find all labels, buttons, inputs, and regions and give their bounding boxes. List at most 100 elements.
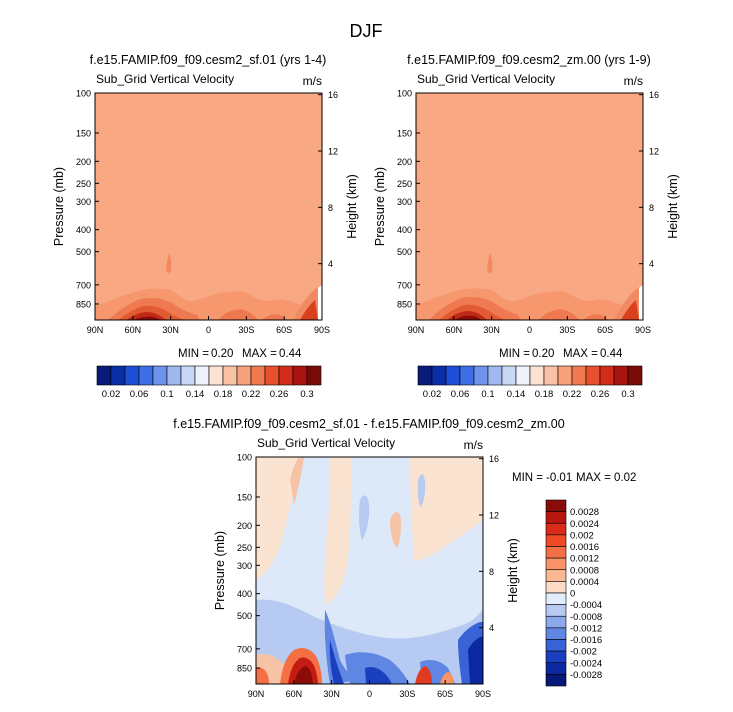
colorbar-swatch <box>264 365 280 386</box>
pressure-tick-label: 500 <box>237 611 252 621</box>
x-tick-label: 30S <box>238 325 254 335</box>
colorbar-label: 0.18 <box>535 389 554 400</box>
x-tick-label: 30S <box>559 325 575 335</box>
height-tick-label: 8 <box>328 203 333 213</box>
field-background <box>95 93 322 320</box>
figure-title: DJF <box>350 21 383 41</box>
pressure-tick-label: 100 <box>237 453 252 463</box>
colorbar-swatch <box>208 365 224 386</box>
panel-3-min-value: -0.01 <box>546 472 572 484</box>
colorbar-swatch <box>627 365 643 386</box>
field-layer-4 <box>290 458 304 505</box>
colorbar-swatch <box>96 365 112 386</box>
pressure-tick-label: 100 <box>397 89 412 99</box>
x-tick-label: 30N <box>323 689 340 699</box>
pressure-tick-label: 200 <box>76 157 91 167</box>
colorbar-label: 0 <box>570 589 575 600</box>
colorbar-swatch <box>278 365 294 386</box>
colorbar-swatch <box>236 365 252 386</box>
panel-3-variable: Sub_Grid Vertical Velocity <box>257 436 395 450</box>
colorbar-swatch <box>194 365 210 386</box>
x-tick-label: 90N <box>248 689 265 699</box>
colorbar-swatch <box>138 365 154 386</box>
height-tick-label: 4 <box>489 623 494 633</box>
panel-2-title: f.e15.FAMIP.f09_f09.cesm2_zm.00 (yrs 1-9… <box>407 53 651 67</box>
x-tick-label: 30N <box>162 325 179 335</box>
field-layer-9 <box>621 300 639 320</box>
x-tick-label: 30S <box>399 689 415 699</box>
colorbar-swatch <box>529 365 545 386</box>
colorbar-label: -0.0012 <box>570 623 602 634</box>
colorbar-swatch <box>166 365 182 386</box>
height-tick-label: 12 <box>328 146 338 156</box>
field-layer-15 <box>468 636 483 684</box>
colorbar-swatch <box>545 511 567 524</box>
colorbar-swatch <box>545 499 567 512</box>
colorbar-swatch <box>180 365 196 386</box>
pressure-tick-label: 250 <box>76 179 91 189</box>
field-layer-6 <box>358 495 370 540</box>
panel-3-pressure-axis-label: Pressure (mb) <box>213 531 227 610</box>
pressure-tick-label: 300 <box>397 197 412 207</box>
pressure-tick-label: 850 <box>397 299 412 309</box>
panel-3-max-label: MAX = <box>576 472 611 484</box>
colorbar-label: 0.1 <box>481 389 494 400</box>
panel-3-field <box>256 457 483 684</box>
colorbar-swatch <box>545 627 567 640</box>
panel-1-pressure-axis-label: Pressure (mb) <box>52 167 66 246</box>
colorbar-label: 0.002 <box>570 530 594 541</box>
colorbar-label: -0.0008 <box>570 612 602 623</box>
height-tick-label: 4 <box>328 259 333 269</box>
colorbar-swatch <box>543 365 559 386</box>
colorbar-swatch <box>545 569 567 582</box>
pressure-tick-label: 700 <box>397 280 412 290</box>
colorbar-swatch <box>417 365 433 386</box>
field-layer-10 <box>487 253 493 274</box>
colorbar-label: 0.02 <box>423 389 442 400</box>
colorbar-swatch <box>222 365 238 386</box>
panel-2-max-label: MAX = <box>563 348 598 360</box>
colorbar-label: 0.26 <box>270 389 289 400</box>
pressure-tick-label: 150 <box>397 128 412 138</box>
colorbar-swatch <box>545 592 567 605</box>
panel-2-variable: Sub_Grid Vertical Velocity <box>417 72 555 86</box>
colorbar-swatch <box>306 365 322 386</box>
colorbar-label: 0.0016 <box>570 542 599 553</box>
panel-3-height-axis-label: Height (km) <box>506 538 520 603</box>
colorbar-label: 0.0028 <box>570 507 599 518</box>
colorbar-label: 0.1 <box>160 389 173 400</box>
field-layer-6 <box>539 309 579 320</box>
height-tick-label: 8 <box>489 567 494 577</box>
colorbar-label: 0.14 <box>186 389 205 400</box>
panel-3-max-value: 0.02 <box>614 472 636 484</box>
pressure-tick-label: 400 <box>76 225 91 235</box>
colorbar-swatch <box>545 674 567 687</box>
pressure-tick-label: 300 <box>76 197 91 207</box>
field-layer-5 <box>134 316 160 320</box>
x-tick-label: 0 <box>206 325 211 335</box>
height-tick-label: 16 <box>489 454 499 464</box>
pressure-tick-label: 250 <box>237 543 252 553</box>
colorbar-swatch <box>599 365 615 386</box>
colorbar-label: 0.0004 <box>570 577 599 588</box>
height-tick-label: 16 <box>649 90 659 100</box>
colorbar-label: 0.02 <box>102 389 121 400</box>
height-tick-label: 12 <box>489 510 499 520</box>
field-layer-11 <box>345 652 410 684</box>
field-layer-2 <box>324 457 352 605</box>
height-tick-label: 8 <box>649 203 654 213</box>
panel-1-min-value: 0.20 <box>211 348 233 360</box>
height-tick-label: 12 <box>649 146 659 156</box>
field-missing-data <box>639 285 643 320</box>
panel-2-pressure-axis-label: Pressure (mb) <box>373 167 387 246</box>
pressure-tick-label: 400 <box>237 589 252 599</box>
colorbar-label: 0.3 <box>300 389 313 400</box>
x-tick-label: 60S <box>437 689 453 699</box>
colorbar-swatch <box>571 365 587 386</box>
field-layer-22 <box>440 672 454 684</box>
field-background <box>416 93 643 320</box>
pressure-tick-label: 150 <box>76 128 91 138</box>
colorbar-swatch <box>545 639 567 652</box>
colorbar-label: 0.0008 <box>570 565 599 576</box>
panel-1-min-label: MIN = <box>178 348 209 360</box>
